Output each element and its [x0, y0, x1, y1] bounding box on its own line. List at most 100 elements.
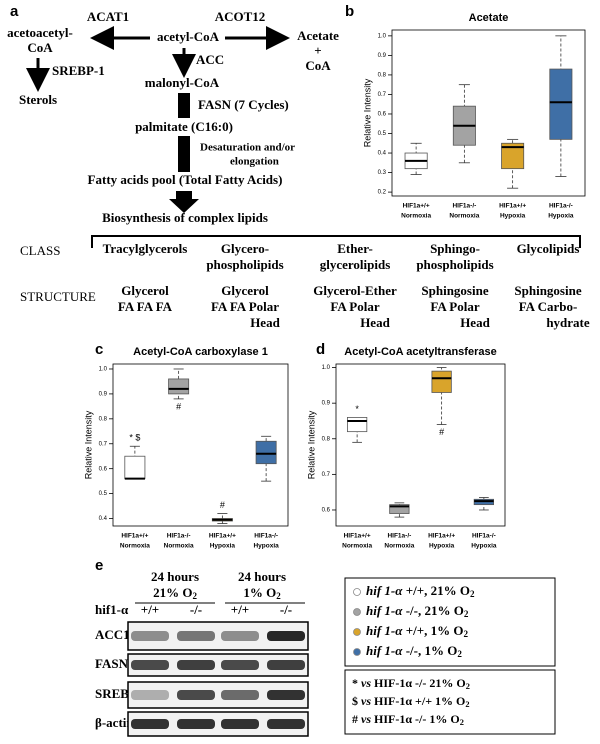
box: [168, 378, 190, 395]
category-label: Hypoxia: [471, 543, 497, 550]
italic-text: vs: [361, 676, 371, 690]
subscript: 2: [464, 629, 469, 639]
text: HIF-1α +/+ 1% O: [371, 694, 465, 708]
box: [255, 440, 277, 465]
structure-text: Glycerol-Ether: [313, 283, 397, 298]
y-axis-label: Relative Intensity: [83, 410, 93, 479]
category-label: HIF1a-/-: [387, 533, 411, 540]
band: [177, 660, 215, 670]
y-tick-label: 0.7: [378, 92, 387, 98]
label: FASN (7 Cycles): [198, 97, 289, 112]
legend-mark: $: [352, 694, 358, 708]
category-label: Hypoxia: [253, 543, 279, 550]
legend-frame: [344, 577, 556, 667]
label: Acetate: [297, 28, 339, 43]
y-tick-label: 0.8: [322, 436, 331, 442]
text: +/+, 1% O: [402, 623, 463, 638]
y-tick-label: 0.5: [99, 491, 108, 497]
italic-text: hif 1-α: [366, 623, 403, 638]
plot-frame: [391, 29, 586, 197]
category-label: Normoxia: [401, 213, 431, 220]
class-name: Glycero-: [221, 241, 269, 256]
label: acetoacetyl-: [7, 25, 73, 40]
label: Fatty acids pool (Total Fatty Acids): [88, 172, 283, 187]
significance-mark: #: [176, 401, 181, 411]
label: Sterols: [19, 92, 57, 107]
band: [131, 631, 169, 641]
label: CoA: [305, 58, 331, 73]
italic-text: hif 1-α: [366, 583, 403, 598]
condition-oxygen: 1% O2: [243, 585, 281, 601]
legend-text: # vs HIF-1α -/- 1% O2: [352, 712, 464, 727]
band: [177, 690, 215, 700]
italic-text: vs: [361, 694, 371, 708]
band: [267, 719, 305, 729]
label: Biosynthesis of complex lipids: [102, 210, 268, 225]
subscript: 2: [464, 609, 469, 619]
y-tick-label: 0.7: [99, 441, 108, 447]
structure-text: FA FA Polar: [211, 299, 279, 314]
y-tick-label: 1.0: [378, 33, 387, 39]
pathway-arrows: [26, 26, 290, 92]
label: ACOT12: [215, 9, 266, 24]
y-tick-label: 0.9: [99, 391, 108, 397]
category-label: Normoxia: [342, 543, 372, 550]
category-label: HIF1a-/-: [254, 533, 278, 540]
text: HIF-1α -/- 1% O: [371, 712, 460, 726]
subscript: 2: [465, 700, 469, 709]
oxygen: 21% O: [153, 585, 192, 600]
y-tick-label: 0.7: [322, 472, 331, 478]
chart-title: Acetyl-CoA carboxylase 1: [133, 346, 268, 358]
y-tick-label: 0.4: [99, 516, 108, 522]
y-axis-label: Relative Intensity: [362, 78, 372, 147]
category-label: Hypoxia: [500, 213, 526, 220]
subscript: 2: [470, 589, 475, 599]
class-name: phospholipids: [206, 257, 283, 272]
category-label: Hypoxia: [429, 543, 455, 550]
subscript: 2: [457, 649, 462, 659]
y-tick-label: 0.8: [378, 72, 387, 78]
band: [221, 631, 259, 641]
italic-text: hif 1-α: [366, 643, 403, 658]
y-tick-label: 1.0: [99, 367, 108, 373]
significance-mark: #: [439, 427, 444, 437]
text: HIF-1α -/- 21% O: [371, 676, 466, 690]
legend-mark: #: [352, 712, 358, 726]
label: palmitate (C16:0): [135, 119, 233, 134]
legend-text: * vs HIF-1α -/- 21% O2: [352, 676, 470, 691]
text: -/-, 1% O: [402, 643, 457, 658]
box: [347, 417, 368, 433]
structure-text: FA Carbo-: [519, 299, 578, 314]
category-label: HIF1a+/+: [209, 533, 236, 540]
class-bracket: [91, 235, 581, 248]
legend-text: hif 1-α +/+, 21% O2: [366, 583, 475, 599]
legend-dot: [353, 628, 361, 636]
label: 24 hours: [151, 569, 199, 584]
panel-label: b: [345, 3, 354, 20]
label: CoA: [27, 40, 53, 55]
band: [177, 719, 215, 729]
label: SREBP-1: [52, 63, 105, 78]
blot-row-label: β-actin: [95, 715, 134, 730]
category-label: HIF1a+/+: [499, 203, 526, 210]
class-name: Ether-: [337, 241, 373, 256]
y-axis-label: Relative Intensity: [306, 410, 316, 479]
class-name: Glycolipids: [517, 241, 580, 256]
band: [131, 719, 169, 729]
class-name: glycerolipids: [320, 257, 391, 272]
y-tick-label: 0.6: [378, 112, 387, 118]
subscript: 2: [460, 718, 464, 727]
structure-text: Head: [460, 315, 490, 330]
structure-text: hydrate: [546, 315, 590, 330]
category-label: HIF1a+/+: [428, 533, 455, 540]
structure-text: FA FA FA: [118, 299, 173, 314]
band: [267, 660, 305, 670]
structure-text: Head: [360, 315, 390, 330]
label: STRUCTURE: [20, 289, 96, 304]
box: [389, 504, 410, 514]
structure-text: Sphingosine: [514, 283, 581, 298]
structure-text: FA Polar: [430, 299, 479, 314]
y-tick-label: 0.4: [378, 151, 387, 157]
structure-text: Sphingosine: [421, 283, 488, 298]
